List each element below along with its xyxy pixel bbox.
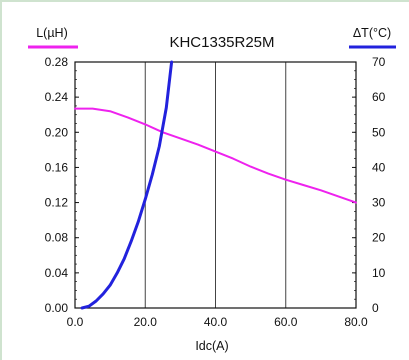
- y-right-tick-label: 50: [372, 125, 386, 139]
- ticks: 0.0 20.0 40.0 60.0 80.0 0.00 0.04 0.08 0.12 0.16 0…: [45, 55, 386, 329]
- x-tick-label: 40.0: [204, 315, 228, 329]
- y-right-tick-label: 30: [372, 196, 386, 210]
- x-axis-label: Idc(A): [195, 339, 228, 353]
- y-left-tick-label: 0.08: [45, 231, 69, 245]
- inductance-series-line: [74, 107, 357, 204]
- x-tick-label: 80.0: [344, 315, 368, 329]
- y-left-tick-label: 0.20: [45, 125, 69, 139]
- temperature-rise-series-line: [80, 60, 174, 310]
- left-axis-label: L(µH): [36, 26, 68, 40]
- y-left-tick-label: 0.04: [45, 266, 69, 280]
- chart-title: KHC1335R25M: [169, 34, 274, 51]
- y-right-tick-label: 40: [372, 160, 386, 174]
- y-right-tick-label: 20: [372, 231, 386, 245]
- y-right-tick-label: 70: [372, 55, 386, 69]
- y-right-tick-label: 60: [372, 90, 386, 104]
- y-right-tick-label: 0: [372, 301, 379, 315]
- x-tick-label: 20.0: [134, 315, 158, 329]
- x-tick-label: 60.0: [274, 315, 298, 329]
- y-left-tick-label: 0.00: [45, 301, 69, 315]
- y-left-tick-label: 0.12: [45, 196, 69, 210]
- x-tick-label: 0.0: [67, 315, 84, 329]
- right-axis-label: ΔT(°C): [353, 26, 391, 40]
- y-left-tick-label: 0.24: [45, 90, 69, 104]
- y-right-tick-label: 10: [372, 266, 386, 280]
- y-left-tick-label: 0.28: [45, 55, 69, 69]
- series: [74, 60, 357, 310]
- y-left-tick-label: 0.16: [45, 160, 69, 174]
- grid: [144, 62, 287, 308]
